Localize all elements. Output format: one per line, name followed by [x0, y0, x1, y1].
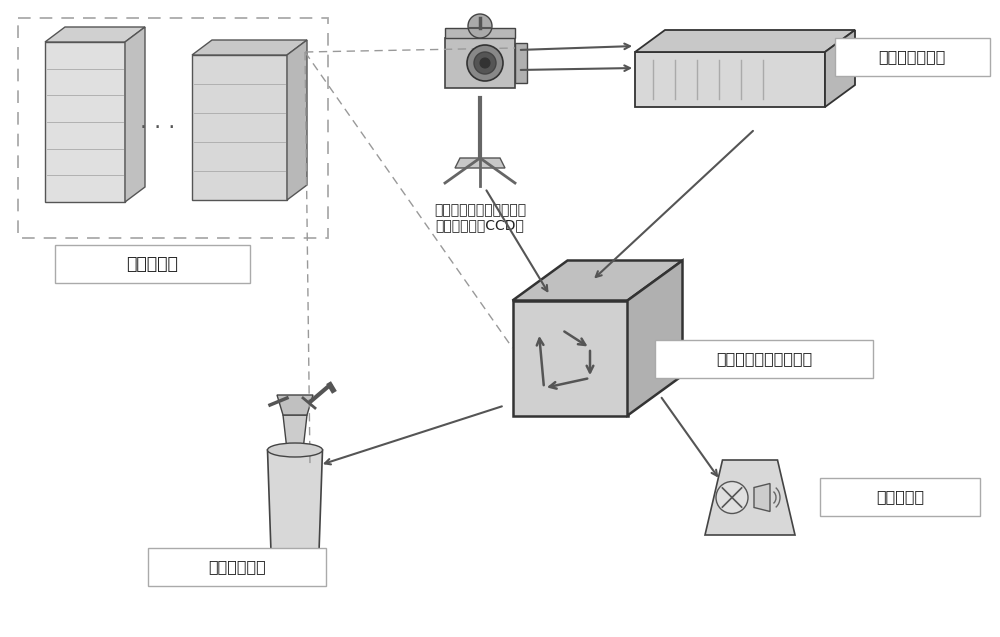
Circle shape — [480, 58, 490, 68]
Polygon shape — [445, 28, 515, 38]
Polygon shape — [192, 40, 307, 55]
Text: 带操作云台的红外热像仪: 带操作云台的红外热像仪 — [434, 203, 526, 217]
Text: （内置可见光CCD）: （内置可见光CCD） — [436, 218, 524, 232]
Polygon shape — [45, 42, 125, 202]
Ellipse shape — [268, 443, 322, 457]
FancyBboxPatch shape — [820, 478, 980, 516]
Polygon shape — [445, 38, 515, 88]
Text: 被监测设备: 被监测设备 — [126, 255, 178, 273]
Polygon shape — [283, 415, 307, 450]
Polygon shape — [705, 460, 795, 535]
Ellipse shape — [272, 562, 318, 578]
Text: 定点灭火装置: 定点灭火装置 — [208, 559, 266, 575]
Polygon shape — [512, 301, 628, 415]
FancyBboxPatch shape — [835, 38, 990, 76]
Text: 火灾报警及联动控制器: 火灾报警及联动控制器 — [716, 352, 812, 366]
Polygon shape — [268, 450, 322, 570]
Polygon shape — [125, 27, 145, 202]
Polygon shape — [754, 483, 770, 512]
Circle shape — [716, 482, 748, 513]
FancyBboxPatch shape — [55, 245, 250, 283]
FancyBboxPatch shape — [148, 548, 326, 586]
Polygon shape — [192, 55, 287, 200]
Polygon shape — [515, 43, 527, 83]
Circle shape — [468, 14, 492, 38]
FancyBboxPatch shape — [655, 340, 873, 378]
Polygon shape — [455, 158, 505, 168]
Polygon shape — [287, 40, 307, 200]
Polygon shape — [277, 395, 313, 415]
Text: 图像分析控制器: 图像分析控制器 — [878, 50, 946, 64]
Circle shape — [474, 52, 496, 74]
Polygon shape — [635, 30, 855, 52]
Text: 声光报警器: 声光报警器 — [876, 489, 924, 505]
Polygon shape — [825, 30, 855, 107]
Circle shape — [467, 45, 503, 81]
Polygon shape — [628, 261, 682, 415]
Polygon shape — [635, 52, 825, 107]
Polygon shape — [45, 27, 145, 42]
Polygon shape — [512, 261, 682, 301]
Text: · · ·: · · · — [140, 118, 176, 138]
